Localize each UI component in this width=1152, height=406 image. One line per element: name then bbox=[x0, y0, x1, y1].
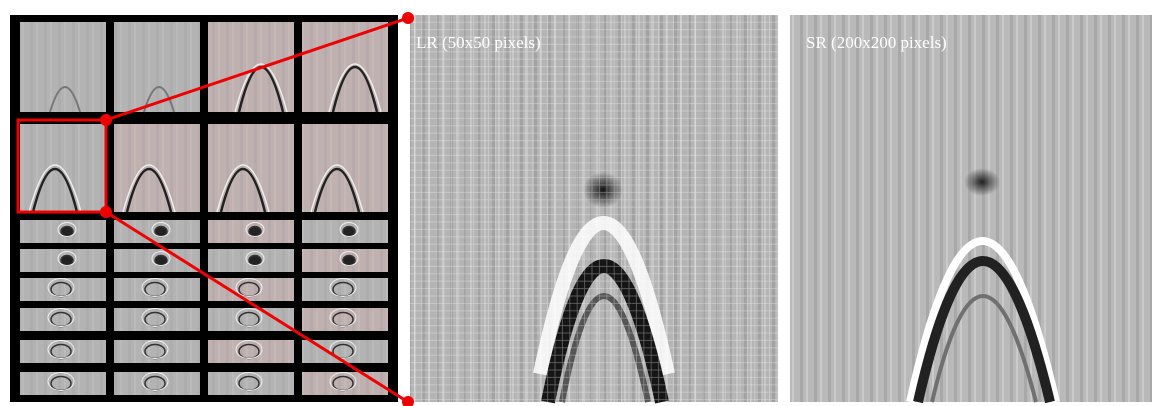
tile-texture bbox=[20, 22, 106, 112]
tile-texture bbox=[20, 372, 106, 395]
tile-texture bbox=[302, 372, 388, 395]
tile-texture bbox=[114, 308, 200, 331]
zoom-dot bbox=[100, 114, 112, 126]
zoom-dot bbox=[100, 206, 112, 218]
object bbox=[155, 256, 167, 266]
sr-label: SR (200x200 pixels) bbox=[806, 33, 947, 52]
object bbox=[343, 256, 355, 266]
tile-texture bbox=[114, 278, 200, 301]
object bbox=[343, 227, 355, 237]
tile-texture bbox=[114, 372, 200, 395]
tile-texture bbox=[302, 278, 388, 301]
sr-panel: SR (200x200 pixels) bbox=[790, 15, 1152, 402]
tile-texture bbox=[208, 278, 294, 301]
object bbox=[61, 227, 73, 237]
tile-texture bbox=[20, 278, 106, 301]
tile-texture bbox=[208, 22, 294, 112]
tile-texture bbox=[208, 340, 294, 363]
zoom-dot bbox=[402, 12, 414, 24]
tile-texture bbox=[20, 340, 106, 363]
tile-texture bbox=[114, 340, 200, 363]
tile-texture bbox=[302, 308, 388, 331]
lr-label: LR (50x50 pixels) bbox=[416, 33, 541, 52]
object bbox=[249, 227, 261, 237]
object bbox=[61, 256, 73, 266]
object bbox=[249, 256, 261, 266]
tile-texture bbox=[208, 308, 294, 331]
lr-pixel-grid bbox=[410, 15, 778, 402]
tile-texture bbox=[302, 22, 388, 112]
tile-texture bbox=[114, 22, 200, 112]
figure: LR (50x50 pixels) SR (200x200 pixels) bbox=[0, 0, 1152, 406]
tile-texture bbox=[20, 308, 106, 331]
tile-texture bbox=[208, 372, 294, 395]
lr-panel: LR (50x50 pixels) bbox=[410, 15, 778, 402]
object bbox=[155, 227, 167, 237]
sr-pixel-grid bbox=[790, 15, 1152, 402]
